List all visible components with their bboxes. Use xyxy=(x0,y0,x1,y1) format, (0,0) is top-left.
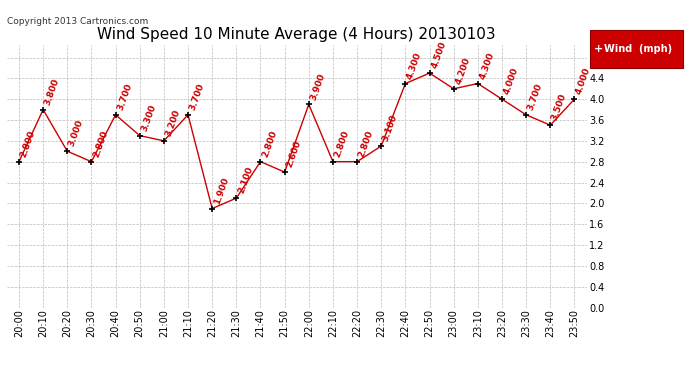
Text: 2.800: 2.800 xyxy=(261,129,279,159)
Text: 4.200: 4.200 xyxy=(454,56,472,86)
Text: 3.200: 3.200 xyxy=(164,108,182,138)
Text: 4.300: 4.300 xyxy=(477,51,496,80)
Text: 4.300: 4.300 xyxy=(406,51,424,80)
Text: 3.700: 3.700 xyxy=(526,82,544,112)
Text: 2.100: 2.100 xyxy=(236,165,255,195)
Text: 3.900: 3.900 xyxy=(308,72,327,101)
Text: 2.800: 2.800 xyxy=(333,129,351,159)
Title: Wind Speed 10 Minute Average (4 Hours) 20130103: Wind Speed 10 Minute Average (4 Hours) 2… xyxy=(97,27,496,42)
Text: 3.700: 3.700 xyxy=(115,82,134,112)
Text: 4.500: 4.500 xyxy=(429,40,448,70)
Text: Copyright 2013 Cartronics.com: Copyright 2013 Cartronics.com xyxy=(7,17,148,26)
Text: 4.000: 4.000 xyxy=(574,66,593,96)
Text: 1.900: 1.900 xyxy=(213,176,230,206)
Text: 3.700: 3.700 xyxy=(188,82,206,112)
Text: 3.500: 3.500 xyxy=(551,93,569,122)
Text: 2.800: 2.800 xyxy=(19,129,37,159)
Text: 3.300: 3.300 xyxy=(139,103,158,132)
Text: 3.100: 3.100 xyxy=(381,113,400,143)
Text: 3.800: 3.800 xyxy=(43,77,61,106)
Text: Wind  (mph): Wind (mph) xyxy=(604,44,672,54)
Text: 4.000: 4.000 xyxy=(502,66,520,96)
Text: 2.800: 2.800 xyxy=(357,129,375,159)
Text: 2.600: 2.600 xyxy=(284,140,303,169)
Text: +: + xyxy=(593,44,602,54)
Text: 2.800: 2.800 xyxy=(91,129,110,159)
Text: 3.000: 3.000 xyxy=(68,119,86,148)
